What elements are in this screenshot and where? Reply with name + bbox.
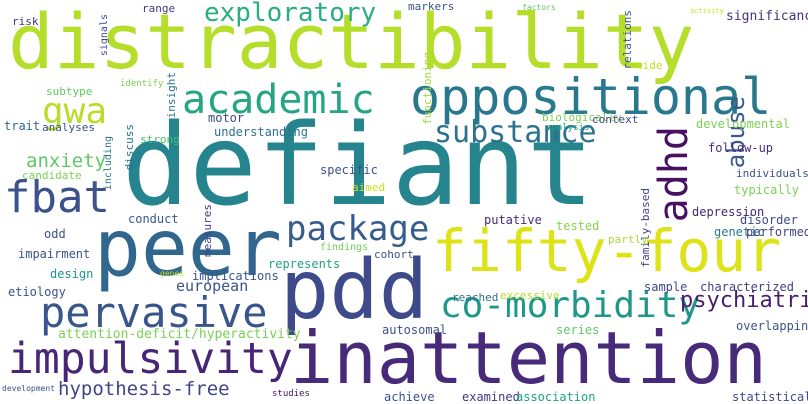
word-represents: represents [268,257,341,271]
word-reached: reached [452,291,499,304]
word-risk: risk [12,15,39,28]
word-odd: odd [44,227,66,241]
word-candidate: candidate [22,169,82,182]
word-design: design [50,267,94,281]
word-cohort: cohort [374,248,414,261]
word-association: association [516,390,596,404]
word-including: including [103,136,114,191]
word-distractibility: distractibility [8,0,695,86]
word-excessive: excessive [500,289,560,302]
word-motor: motor [208,111,245,125]
word-pervasive: pervasive [40,288,268,337]
word-activity: activity [690,7,724,15]
word-findings: findings [320,242,369,253]
word-pdd: pdd [280,243,429,338]
word-discuss: discuss [123,124,136,171]
word-attention-deficit-hyperactivity: attention-deficit/hyperactivity [58,327,301,342]
word-adhd: adhd [651,126,697,223]
word-package: package [286,209,430,249]
word-impulsivity: impulsivity [8,334,293,384]
word-etiology: etiology [8,285,66,299]
word-biologically: biologically [542,111,622,124]
word-series: series [556,323,600,337]
word-statistical: statistical [732,390,808,404]
word-aimed: aimed [352,181,386,194]
word-subtype: subtype [46,85,93,98]
word-inattention: inattention [290,316,767,400]
word-putative: putative [484,213,542,227]
word-fifty-four: fifty-four [432,217,782,285]
word-exploratory: exploratory [204,0,377,28]
word-partly: partly [608,233,648,246]
word-genes: genes [160,269,185,278]
word-substance: substance [434,115,597,150]
word-academic: academic [182,77,375,123]
word-tested: tested [556,219,600,233]
word-autosomal: autosomal [382,323,448,337]
word-achieve: achieve [384,390,435,404]
word-psychiatric: psychiatric [680,288,808,313]
word-european: european [176,277,249,295]
word-analyses: analyses [42,121,95,134]
word-identify: identify [120,79,164,89]
word-anxiety: anxiety [26,150,107,172]
word-functioning: functioning [421,52,434,125]
word-conduct: conduct [128,212,179,226]
word-measures: measures [201,204,214,257]
word-factors: factors [522,3,556,12]
word-genetic: genetic [714,225,765,239]
word-understanding: understanding [214,125,308,139]
word-overlapping: overlapping [736,319,808,333]
word-follow-up: follow-up [708,141,774,155]
word-developmental: developmental [696,117,790,131]
word-characterized: characterized [700,280,794,294]
word-co-morbidity: co-morbidity [440,285,701,326]
word-studies: studies [272,389,310,399]
word-relations: relations [621,10,634,70]
word-performed: performed [746,225,808,239]
word-impairment: impairment [18,247,91,261]
word-typically: typically [734,183,800,197]
word-family-based: family-based [639,188,652,268]
word-analysis: analysis [546,123,590,133]
word-gwa: gwa [42,91,108,132]
word-depression: depression [692,205,765,219]
word-specific: specific [320,163,378,177]
word-signals: signals [99,14,110,57]
word-development: development [2,384,55,393]
word-oppositional: oppositional [410,68,772,126]
word-defiant: defiant [122,101,595,231]
word-implications: implications [192,269,279,283]
word-context: context [592,113,639,126]
word-markers: markers [408,0,455,13]
word-wide: wide [636,59,663,72]
word-hypothesis-free: hypothesis-free [58,378,230,400]
word-disorder: disorder [740,213,798,227]
word-significance: significance [726,9,808,24]
word-peer: peer [94,204,282,294]
word-examined: examined [462,390,520,404]
word-range: range [142,2,176,15]
word-sample: sample [644,280,688,294]
word-individuals: individuals [736,167,808,180]
word-strong: strong [140,133,180,146]
word-trait: trait [4,119,41,133]
word-insight: insight [165,72,178,119]
word-fbat: fbat [4,172,110,223]
word-abuse: abuse [722,96,750,169]
